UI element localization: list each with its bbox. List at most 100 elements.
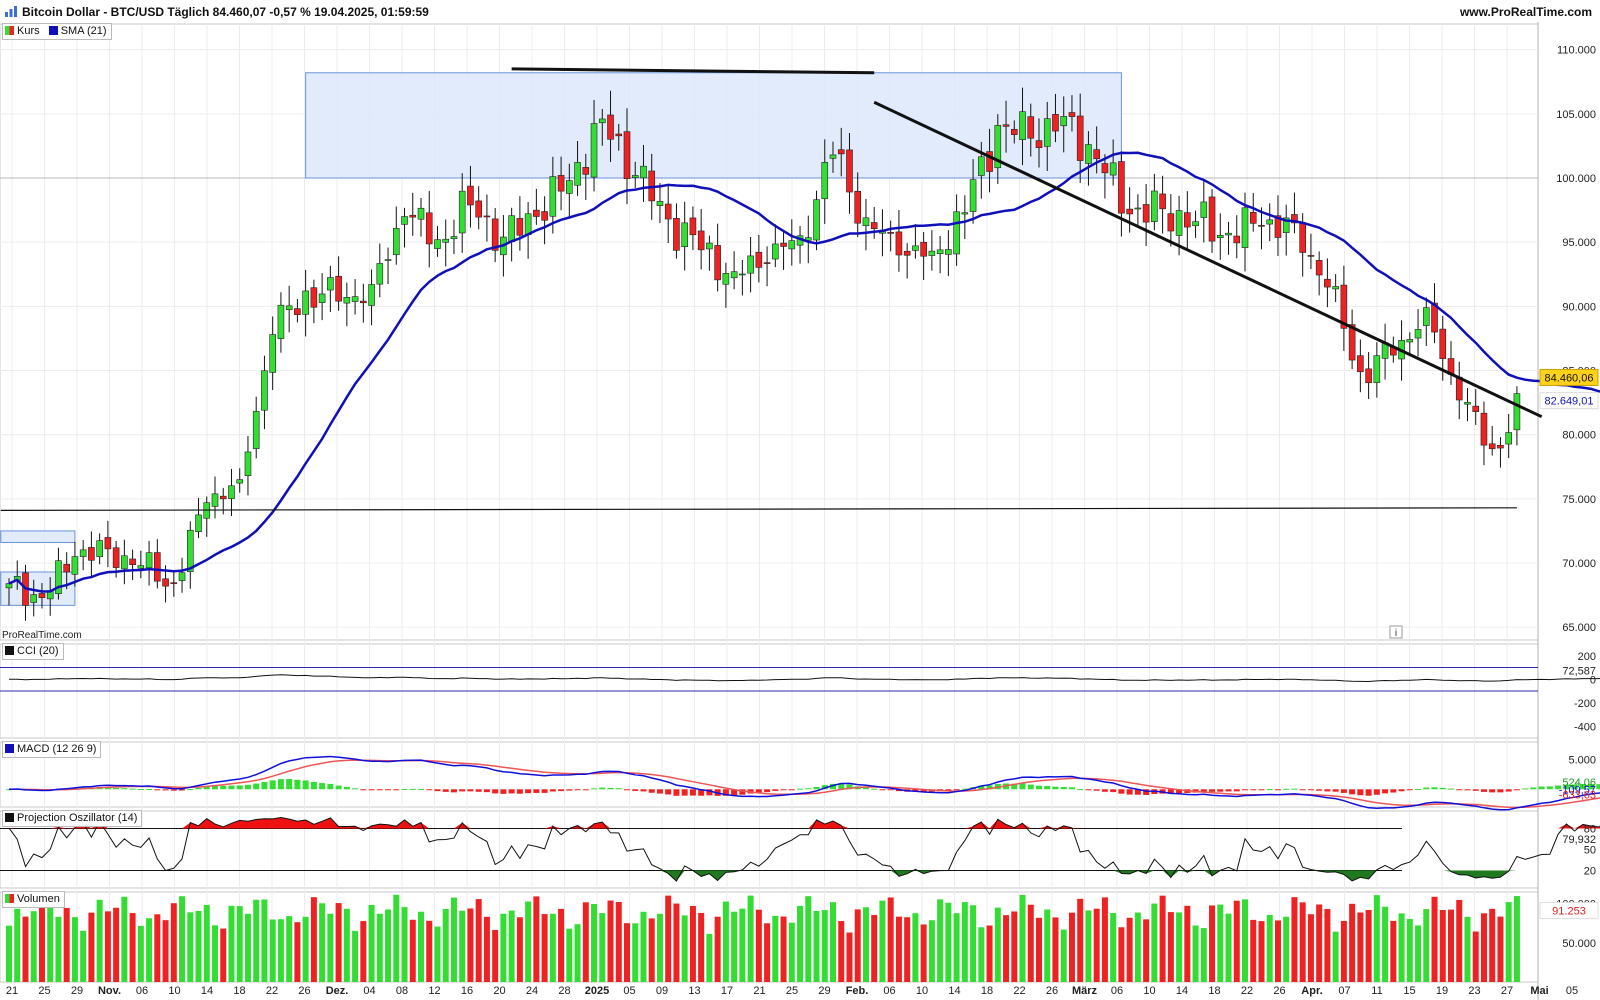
trend-line [873,100,1543,419]
macd-histogram-bar [277,779,284,790]
x-tick-label: 11 [1371,985,1382,997]
consolidation-zone [0,571,76,606]
x-grid: 21 25 29 Nov. 06 10 14 18 22 26 Dez. 04 08 12 16 20 24 28… [6,24,1578,997]
candle [335,256,342,311]
x-tick-label: 12 [428,985,440,997]
volume-bar [1439,910,1446,982]
macd-histogram-bar [1505,789,1512,792]
candle-body [631,175,639,178]
candle [1365,352,1372,399]
candle [607,90,614,162]
consolidation-zone [305,72,1122,179]
volume-bar [689,905,696,982]
candle [656,183,664,224]
candle [953,194,960,266]
macd-histogram-bar [294,779,301,790]
brand-link[interactable]: www.ProRealTime.com [1459,5,1592,19]
macd-histogram-bar [1266,789,1273,791]
volume-bar [887,897,894,982]
candle [384,247,392,285]
candle [1258,207,1265,250]
candle-body [1324,278,1331,288]
volume-bar [813,910,820,982]
volume-bar [1242,899,1248,982]
candle [804,215,812,264]
volume-bar [467,908,474,982]
candle [533,188,540,225]
candle [376,243,384,298]
volume-bar [368,904,375,982]
y-tick-label: 80.000 [1562,430,1596,442]
macd-signal-label: -633,63 [1559,790,1596,802]
candle [961,195,969,240]
legend-sma-label: SMA (21) [60,25,107,37]
candle-body [170,582,178,584]
candle [788,219,796,266]
candle-body [1118,161,1125,214]
macd-swatch-icon [5,744,14,753]
candle [739,259,746,296]
macd-histogram-bar [1176,789,1183,794]
candle [1068,95,1076,132]
volume-bar [1060,929,1067,982]
macd-histogram-bar [1110,789,1117,793]
macd-histogram-bar [393,789,400,791]
macd-histogram-bar [706,789,713,796]
macd-histogram-bar [1390,789,1397,793]
volume-bar [96,899,103,982]
candle [986,128,993,193]
macd-histogram-bar [376,789,383,791]
volume-bar [516,917,523,982]
volume-bar [1093,908,1100,982]
candle [318,273,326,321]
volume-bar [47,905,54,982]
candle-body [557,175,565,192]
macd-histogram-bar [1415,789,1422,791]
macd-histogram-bar [1373,789,1380,795]
candle-body [1505,432,1512,445]
candle-body [516,218,524,236]
candle [1126,187,1133,233]
candle-body [714,245,721,281]
volume-bar [352,930,359,982]
volume-bar [475,899,482,982]
candle-body [549,176,557,217]
candle-body [574,162,581,186]
candle [368,269,375,326]
candle [1282,204,1290,256]
candle-body [63,563,70,573]
prorealtime-logo-icon [5,6,17,17]
candle [1151,173,1158,231]
candle [1406,332,1414,356]
candle [969,159,977,224]
candle-body [1340,284,1348,329]
macd-histogram-bar [879,789,886,791]
candle-body [491,218,499,251]
candle-body [978,156,985,176]
cci-value-label: 72,587 [1562,666,1596,678]
volume-bar [113,907,120,982]
candle [1274,195,1282,256]
candle-body [1002,124,1010,127]
y-tick-label: 90.000 [1562,301,1596,313]
candle [582,153,590,200]
y-tick-label: 75.000 [1562,494,1596,506]
y-tick-label: 65.000 [1562,622,1596,634]
candle-body [154,552,161,582]
candle [1464,387,1471,422]
candle-body [294,308,301,315]
macd-histogram-bar [1382,789,1389,794]
candle [1332,274,1339,303]
candle-body [392,228,400,256]
macd-line [8,755,1600,811]
candle [1348,309,1356,370]
candle-body [772,243,779,260]
candle [903,243,911,279]
volume-bar [426,920,433,982]
volume-bar [104,911,111,982]
candle-body [475,200,482,218]
candle-body [368,284,375,306]
x-tick-label: 13 [688,985,700,997]
zones [0,72,1122,606]
